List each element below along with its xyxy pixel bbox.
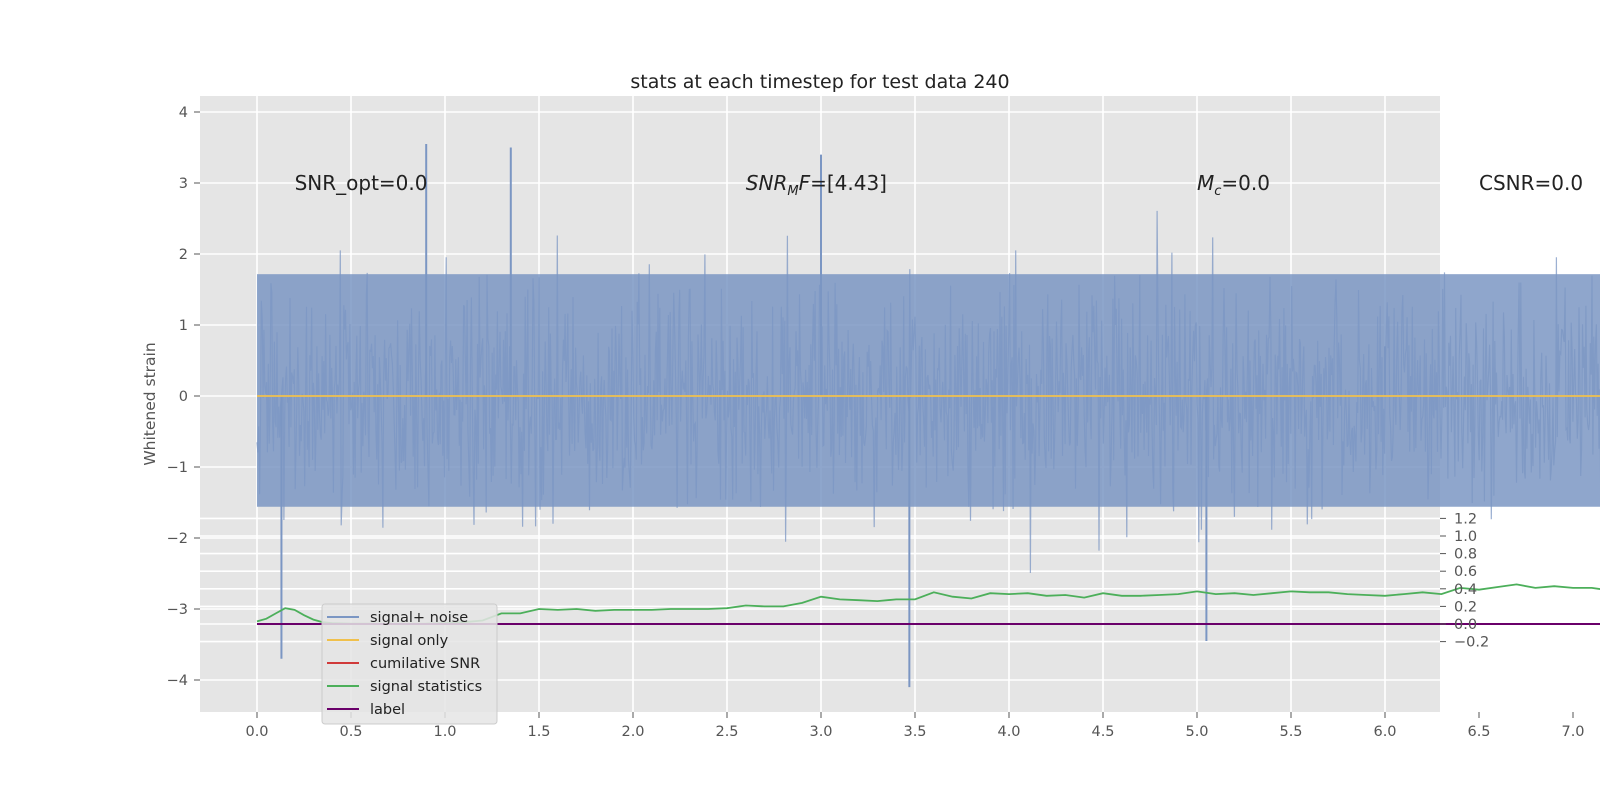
legend-label: signal statistics	[370, 679, 482, 695]
annotation-snr-mf: SNRMF=[4.43]	[746, 171, 887, 199]
x-tick-label: 0.5	[339, 724, 362, 740]
y2-tick-label: 1.2	[1454, 511, 1477, 527]
y-tick-label: 1	[179, 318, 188, 334]
legend-box	[321, 603, 498, 725]
x-tick-label: 4.5	[1091, 724, 1114, 740]
y-tick-label: 2	[179, 247, 188, 263]
left-axis-ticks: 4 3 2 1 0 −1 −2 −3 −4	[167, 105, 200, 689]
y-tick-label: 3	[179, 176, 188, 192]
y2-tick-label: 1.0	[1454, 529, 1477, 545]
x-tick-label: 6.5	[1467, 724, 1490, 740]
x-tick-label: 1.5	[527, 724, 550, 740]
y-tick-label: −3	[167, 602, 188, 618]
y-tick-label: −2	[167, 531, 188, 547]
legend-label: label	[370, 702, 405, 718]
annotation-csnr: CSNR=0.0	[1479, 171, 1583, 195]
y-tick-label: −1	[167, 460, 188, 476]
x-tick-label: 7.0	[1561, 724, 1584, 740]
y2-tick-label: 0.4	[1454, 582, 1477, 598]
y-tick-label: 0	[179, 389, 188, 405]
x-tick-label: 3.0	[809, 724, 832, 740]
x-tick-label: 2.5	[715, 724, 738, 740]
x-tick-label: 3.5	[903, 724, 926, 740]
y-axis-label: Whitened strain	[141, 342, 159, 465]
legend: signal+ noise signal only cumilative SNR si…	[321, 603, 498, 725]
legend-label: signal+ noise	[370, 610, 468, 626]
y2-tick-label: 0.8	[1454, 547, 1477, 563]
signal-noise-core	[257, 274, 1600, 507]
x-axis-ticks: 0.0 0.5 1.0 1.5 2.0 2.5 3.0 3.5 4.0 4.5 5.0 5.5 6.0 6…	[245, 712, 1585, 740]
x-tick-label: 4.0	[997, 724, 1020, 740]
annotation-mc: Mc=0.0	[1197, 171, 1270, 199]
right-axis-ticks: 1.2 1.0 0.80.6 0.40.2 0.0 −0.2	[1440, 511, 1489, 651]
chart-title: stats at each timestep for test data 240	[630, 71, 1009, 93]
y2-tick-label: 0.2	[1454, 599, 1477, 615]
y2-tick-label: 0.6	[1454, 564, 1477, 580]
annotations: SNR_opt=0.0 SNRMF=[4.43] Mc=0.0 CSNR=0.0	[295, 171, 1583, 199]
y2-tick-label: −0.2	[1454, 635, 1489, 651]
x-tick-label: 2.0	[621, 724, 644, 740]
legend-label: signal only	[370, 633, 449, 649]
y-tick-label: −4	[167, 673, 188, 689]
x-tick-label: 5.5	[1279, 724, 1302, 740]
y-tick-label: 4	[179, 105, 188, 121]
x-tick-label: 6.0	[1373, 724, 1396, 740]
legend-label: cumilative SNR	[370, 656, 480, 672]
x-tick-label: 1.0	[433, 724, 456, 740]
x-tick-label: 0.0	[245, 724, 268, 740]
y2-tick-label: 0.0	[1454, 617, 1477, 633]
signal-statistics-line	[256, 583, 1600, 625]
x-tick-label: 5.0	[1185, 724, 1208, 740]
annotation-snr-opt: SNR_opt=0.0	[295, 171, 428, 195]
line-series	[256, 395, 1600, 625]
signal-noise-series	[256, 143, 1600, 688]
